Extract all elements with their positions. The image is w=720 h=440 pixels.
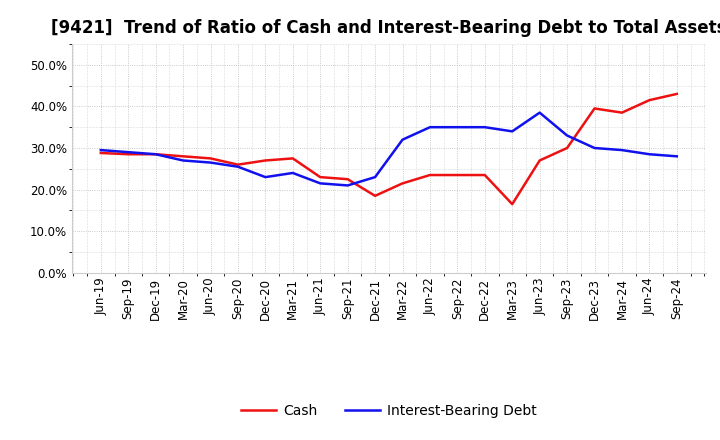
Interest-Bearing Debt bbox=[179, 158, 187, 163]
Cash bbox=[96, 150, 105, 156]
Cash bbox=[371, 193, 379, 198]
Interest-Bearing Debt bbox=[536, 110, 544, 115]
Interest-Bearing Debt bbox=[316, 181, 325, 186]
Cash bbox=[480, 172, 489, 178]
Interest-Bearing Debt bbox=[563, 133, 572, 138]
Cash bbox=[672, 91, 681, 96]
Interest-Bearing Debt bbox=[151, 152, 160, 157]
Legend: Cash, Interest-Bearing Debt: Cash, Interest-Bearing Debt bbox=[235, 399, 542, 424]
Interest-Bearing Debt bbox=[426, 125, 434, 130]
Cash bbox=[508, 202, 516, 207]
Interest-Bearing Debt bbox=[618, 147, 626, 153]
Interest-Bearing Debt bbox=[206, 160, 215, 165]
Line: Interest-Bearing Debt: Interest-Bearing Debt bbox=[101, 113, 677, 185]
Cash bbox=[316, 175, 325, 180]
Cash bbox=[179, 154, 187, 159]
Interest-Bearing Debt bbox=[371, 175, 379, 180]
Interest-Bearing Debt bbox=[261, 175, 270, 180]
Cash bbox=[398, 181, 407, 186]
Interest-Bearing Debt bbox=[398, 137, 407, 142]
Interest-Bearing Debt bbox=[96, 147, 105, 153]
Interest-Bearing Debt bbox=[124, 150, 132, 155]
Interest-Bearing Debt bbox=[480, 125, 489, 130]
Interest-Bearing Debt bbox=[672, 154, 681, 159]
Interest-Bearing Debt bbox=[453, 125, 462, 130]
Interest-Bearing Debt bbox=[343, 183, 352, 188]
Cash bbox=[563, 145, 572, 150]
Interest-Bearing Debt bbox=[508, 129, 516, 134]
Cash bbox=[590, 106, 599, 111]
Cash bbox=[426, 172, 434, 178]
Line: Cash: Cash bbox=[101, 94, 677, 204]
Cash bbox=[261, 158, 270, 163]
Cash bbox=[453, 172, 462, 178]
Cash bbox=[206, 156, 215, 161]
Cash bbox=[151, 152, 160, 157]
Interest-Bearing Debt bbox=[289, 170, 297, 176]
Interest-Bearing Debt bbox=[233, 164, 242, 169]
Cash bbox=[618, 110, 626, 115]
Cash bbox=[536, 158, 544, 163]
Cash bbox=[645, 98, 654, 103]
Cash bbox=[289, 156, 297, 161]
Cash bbox=[343, 176, 352, 182]
Interest-Bearing Debt bbox=[590, 145, 599, 150]
Interest-Bearing Debt bbox=[645, 152, 654, 157]
Cash bbox=[124, 152, 132, 157]
Cash bbox=[233, 162, 242, 167]
Title: [9421]  Trend of Ratio of Cash and Interest-Bearing Debt to Total Assets: [9421] Trend of Ratio of Cash and Intere… bbox=[51, 19, 720, 37]
